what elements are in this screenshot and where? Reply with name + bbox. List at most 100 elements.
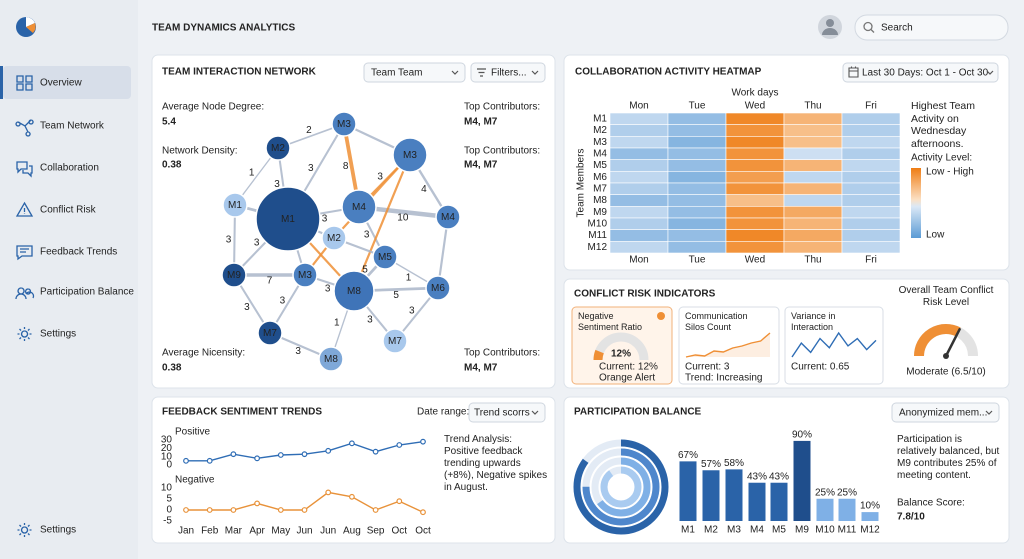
- gauge-fill: [914, 324, 961, 357]
- panel-title: CONFLICT RISK INDICATORS: [574, 289, 716, 300]
- trend-point: [230, 507, 237, 513]
- logo-cut: [26, 17, 35, 27]
- x-tick-label: M11: [838, 525, 857, 536]
- node-label: M3: [403, 150, 417, 161]
- trend-point: [183, 507, 189, 513]
- participation-note: Participation is relatively balanced, bu…: [897, 434, 1000, 481]
- y-tick-label: 0: [166, 460, 172, 471]
- search-icon-handle: [870, 29, 875, 33]
- node-label: M8: [347, 286, 361, 297]
- bar-value-label: 43%: [769, 471, 789, 482]
- trend-point: [420, 438, 426, 445]
- nav-item[interactable]: Collaboration: [40, 163, 99, 174]
- date-button[interactable]: [842, 62, 999, 83]
- x-tick-label: Oct: [415, 526, 431, 537]
- nav-item[interactable]: Conflict Risk: [40, 205, 97, 216]
- participation-bar: [861, 512, 879, 521]
- bar-value-label: 25%: [815, 487, 835, 498]
- legend-low: Low: [926, 230, 945, 241]
- row-label: M9: [593, 207, 607, 218]
- stat-value: 0.38: [162, 160, 182, 171]
- heat-cell: [783, 147, 843, 160]
- x-tick-label: M2: [704, 525, 718, 536]
- heat-cell: [841, 182, 901, 195]
- date-select[interactable]: [468, 402, 546, 423]
- edge-weight: 3: [325, 283, 331, 294]
- search-box[interactable]: [854, 14, 1009, 41]
- stat-value: M4, M7: [464, 117, 498, 128]
- page-title: TEAM DYNAMICS ANALYTICS: [152, 23, 295, 34]
- heat-cell: [609, 229, 669, 242]
- heat-cell: [783, 241, 843, 254]
- participation-bar: [679, 461, 697, 521]
- card-title: Variance in Interaction: [791, 311, 836, 332]
- sparkline: [685, 332, 771, 358]
- member-select[interactable]: [891, 402, 1000, 423]
- heat-cell: [667, 147, 727, 160]
- y-tick-label: 10: [161, 451, 173, 462]
- nav-icon: [17, 523, 32, 537]
- edge-weight: 3: [364, 229, 370, 240]
- trend-point: [254, 500, 261, 507]
- stat-label: Top Contributors:: [464, 102, 540, 113]
- nav-item[interactable]: Settings: [40, 329, 76, 340]
- heat-cell: [841, 112, 901, 125]
- heat-cell: [725, 194, 785, 207]
- stat-label: Average Node Degree:: [162, 102, 264, 113]
- ring: [591, 457, 651, 517]
- filter-button[interactable]: [470, 62, 546, 83]
- y-tick-label: -5: [163, 516, 172, 527]
- info-dot: [657, 312, 665, 320]
- heat-cell: [667, 241, 727, 254]
- x-tick-label: M10: [815, 525, 835, 536]
- overall-label: Moderate (6.5/10): [906, 367, 986, 378]
- avatar-body: [822, 28, 838, 35]
- node-label: M4: [352, 202, 366, 213]
- x-tick-label: M9: [795, 525, 809, 536]
- trend-point: [325, 447, 332, 454]
- gauge-value: 12%: [611, 349, 631, 360]
- card-line: Current: 3: [685, 362, 730, 373]
- trend-point: [206, 507, 213, 513]
- risk-card: [678, 306, 780, 385]
- team-select[interactable]: [363, 62, 466, 83]
- stat-value: M4, M7: [464, 363, 498, 374]
- nav-item[interactable]: Team Network: [40, 121, 105, 132]
- gauge-hub: [943, 353, 949, 359]
- heat-cell: [841, 217, 901, 230]
- heat-cell: [609, 182, 669, 195]
- card-title: Communication Silos Count: [685, 311, 748, 332]
- column-label: Thu: [804, 255, 821, 266]
- column-label: Tue: [689, 255, 706, 266]
- row-label: M12: [588, 242, 608, 253]
- gauge-needle: [944, 328, 961, 358]
- x-tick-label: M5: [772, 525, 786, 536]
- heat-cell: [841, 124, 901, 137]
- stat-label: Top Contributors:: [464, 348, 540, 359]
- nav-item[interactable]: Overview: [40, 78, 82, 89]
- edge-weight: 10: [397, 213, 409, 224]
- nav-item[interactable]: Feedback Trends: [40, 247, 117, 258]
- heat-cell: [667, 206, 727, 219]
- edge-weight: 3: [367, 314, 373, 325]
- edge-weight: 1: [249, 168, 255, 179]
- x-tick-label: M12: [860, 525, 880, 536]
- search-placeholder: Search: [881, 23, 913, 34]
- heat-cell: [667, 136, 727, 149]
- row-label: M1: [593, 113, 607, 124]
- heat-cell: [841, 241, 901, 254]
- gauge-track: [593, 332, 649, 361]
- heat-cell: [783, 217, 843, 230]
- network-node: [372, 244, 398, 270]
- trend-point: [183, 457, 189, 464]
- edge-weight: 3: [322, 214, 328, 225]
- ring: [600, 466, 642, 508]
- node-label: M1: [228, 200, 242, 211]
- column-label: Thu: [804, 101, 821, 112]
- nav-active-bar: [0, 66, 3, 99]
- nav-footer[interactable]: Settings: [40, 525, 76, 536]
- row-label: M8: [593, 195, 607, 206]
- risk-card: [784, 306, 884, 385]
- nav-item[interactable]: Participation Balance: [40, 287, 134, 298]
- heat-cell: [667, 159, 727, 172]
